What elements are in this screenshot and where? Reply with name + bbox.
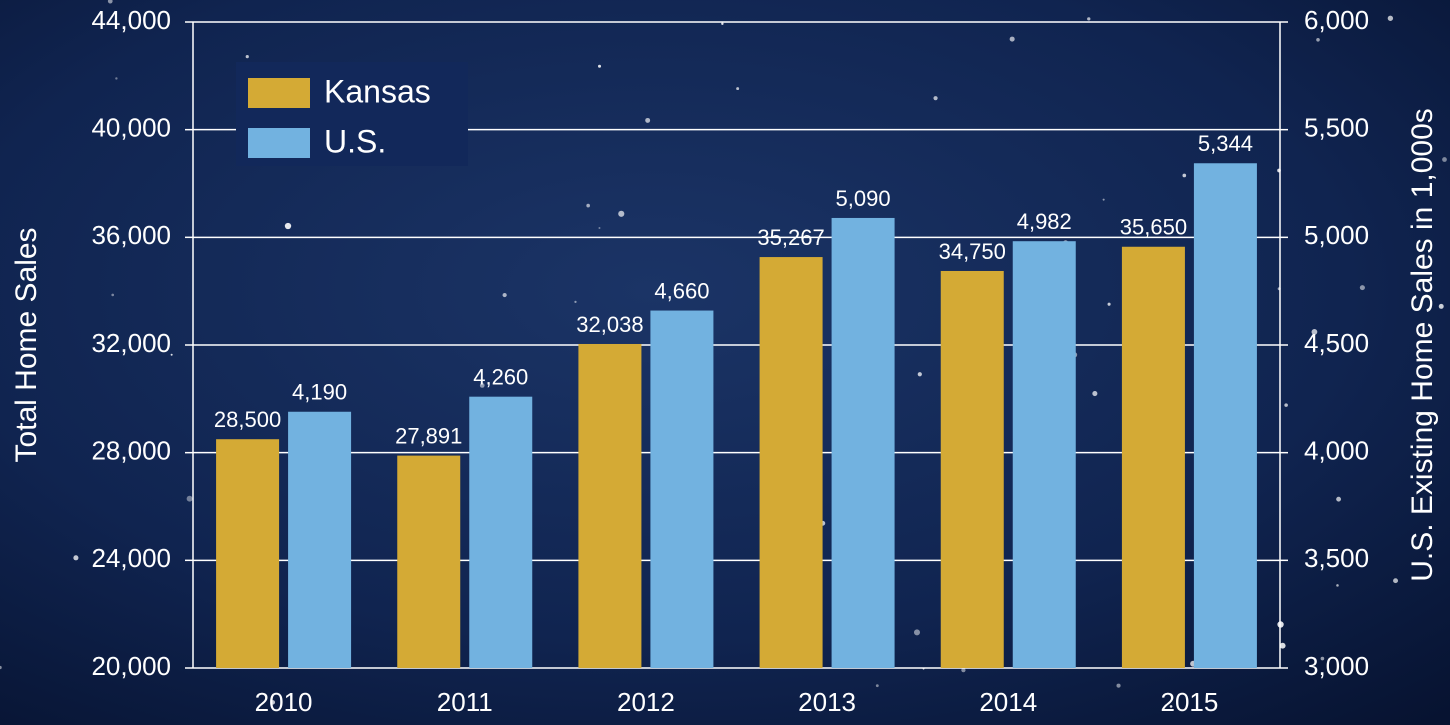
bar — [1193, 163, 1257, 668]
value-label: 5,090 — [836, 186, 891, 211]
y-tick-label: 20,000 — [91, 651, 171, 681]
x-tick-label: 2010 — [255, 687, 313, 717]
star — [170, 353, 173, 356]
x-tick-label: 2012 — [617, 687, 675, 717]
star — [618, 210, 625, 217]
bar — [397, 455, 461, 668]
star — [1102, 198, 1105, 201]
star — [1320, 656, 1325, 661]
star — [1311, 329, 1318, 335]
star — [270, 700, 276, 705]
star — [1393, 578, 1399, 584]
bar — [1121, 246, 1185, 669]
x-tick-label: 2015 — [1160, 687, 1218, 717]
bar — [1012, 241, 1076, 668]
star — [111, 293, 115, 297]
x-tick-label: 2014 — [979, 687, 1037, 717]
value-label: 28,500 — [214, 407, 281, 432]
value-label: 4,190 — [292, 380, 347, 405]
y-tick-label: 28,000 — [91, 436, 171, 466]
value-label: 34,750 — [939, 239, 1006, 264]
legend-label: Kansas — [324, 73, 431, 109]
star — [1279, 642, 1286, 649]
star — [479, 383, 485, 388]
y2-tick-label: 6,000 — [1304, 5, 1369, 35]
x-tick-label: 2013 — [798, 687, 856, 717]
star — [1169, 705, 1173, 708]
star — [933, 96, 938, 101]
bar — [831, 217, 895, 668]
y2-tick-label: 5,500 — [1304, 113, 1369, 143]
star — [186, 495, 193, 502]
star — [586, 203, 590, 208]
star — [645, 117, 651, 123]
star — [574, 300, 577, 304]
star — [1336, 496, 1342, 502]
y-tick-label: 32,000 — [91, 328, 171, 358]
value-label: 35,650 — [1120, 215, 1187, 240]
star — [736, 87, 740, 91]
star — [1009, 36, 1015, 42]
star — [107, 0, 113, 4]
star — [284, 222, 292, 230]
star — [0, 665, 2, 670]
star — [73, 555, 79, 561]
y-tick-label: 24,000 — [91, 543, 171, 573]
bar — [940, 270, 1004, 668]
legend-swatch — [248, 128, 310, 158]
star — [917, 372, 922, 377]
y2-tick-label: 3,500 — [1304, 543, 1369, 573]
star — [115, 77, 118, 80]
bar — [288, 411, 352, 668]
star — [1107, 302, 1111, 306]
star — [598, 226, 601, 229]
star — [1336, 584, 1339, 587]
star — [1087, 17, 1091, 21]
value-label: 5,344 — [1198, 131, 1253, 156]
value-label: 35,267 — [757, 225, 824, 250]
bar — [469, 396, 533, 668]
value-label: 4,982 — [1017, 209, 1072, 234]
star — [721, 22, 724, 25]
bar — [759, 257, 823, 668]
y2-tick-label: 4,000 — [1304, 436, 1369, 466]
bar — [578, 343, 642, 668]
y-tick-label: 36,000 — [91, 220, 171, 250]
star — [875, 684, 879, 688]
legend-swatch — [248, 78, 310, 108]
star — [245, 55, 249, 59]
y-axis-title: Total Home Sales — [10, 227, 43, 462]
bar — [650, 310, 714, 668]
star — [1442, 157, 1447, 162]
star — [913, 629, 921, 636]
star — [1182, 173, 1187, 178]
star — [598, 64, 602, 68]
y2-axis-title: U.S. Existing Home Sales in 1,000s — [1406, 108, 1439, 582]
value-label: 32,038 — [576, 312, 643, 337]
star — [1359, 285, 1365, 291]
value-label: 4,660 — [654, 278, 709, 303]
star — [1284, 403, 1288, 407]
star — [1092, 391, 1098, 397]
bar — [216, 439, 280, 668]
star — [1387, 15, 1394, 21]
star — [502, 292, 507, 298]
value-label: 27,891 — [395, 423, 462, 448]
value-label: 4,260 — [473, 364, 528, 389]
star — [961, 668, 966, 673]
y-tick-label: 44,000 — [91, 5, 171, 35]
star — [1116, 683, 1121, 688]
legend-label: U.S. — [324, 123, 386, 159]
y2-tick-label: 4,500 — [1304, 328, 1369, 358]
x-tick-label: 2011 — [437, 687, 493, 717]
y2-tick-label: 3,000 — [1304, 651, 1369, 681]
y2-tick-label: 5,000 — [1304, 220, 1369, 250]
star — [1438, 303, 1444, 309]
star — [1316, 37, 1320, 42]
y-tick-label: 40,000 — [91, 113, 171, 143]
